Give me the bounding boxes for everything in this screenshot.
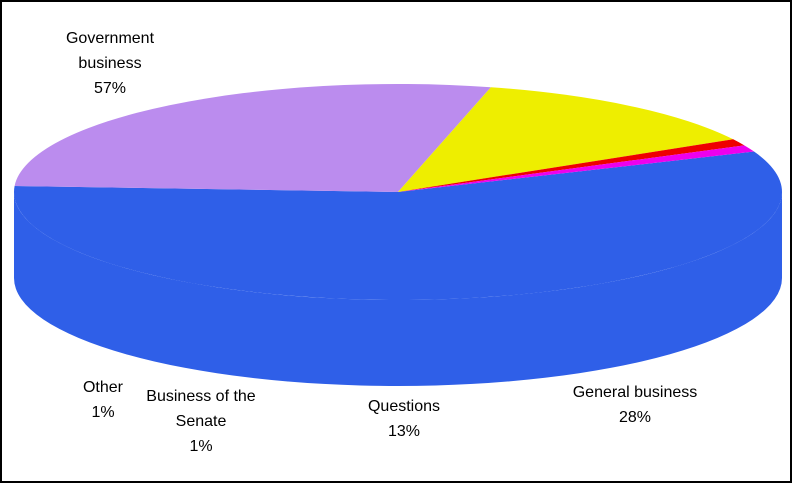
category-label: Government business — [65, 30, 155, 72]
pie-slice-side — [14, 192, 782, 386]
value-label: 13% — [387, 423, 421, 440]
category-label: Questions — [367, 398, 441, 415]
pie-slice — [398, 145, 755, 192]
pie-slice — [398, 139, 745, 192]
slice-label: Other 1% — [63, 375, 143, 425]
slice-label: General business 28% — [535, 380, 735, 430]
category-label: General business — [572, 384, 698, 401]
value-label: 57% — [93, 80, 127, 97]
slice-label: Questions 13% — [334, 394, 474, 444]
category-label: Business of the Senate — [146, 388, 256, 430]
value-label: 1% — [91, 404, 115, 421]
category-label: Other — [82, 379, 123, 396]
value-label: 1% — [189, 438, 213, 455]
value-label: 28% — [618, 409, 652, 426]
pie-slice — [14, 151, 783, 300]
slice-label: Government business 57% — [45, 26, 175, 101]
pie-slice — [398, 87, 734, 192]
slice-label: Business of the Senate 1% — [131, 384, 271, 459]
pie-slice — [14, 84, 491, 192]
